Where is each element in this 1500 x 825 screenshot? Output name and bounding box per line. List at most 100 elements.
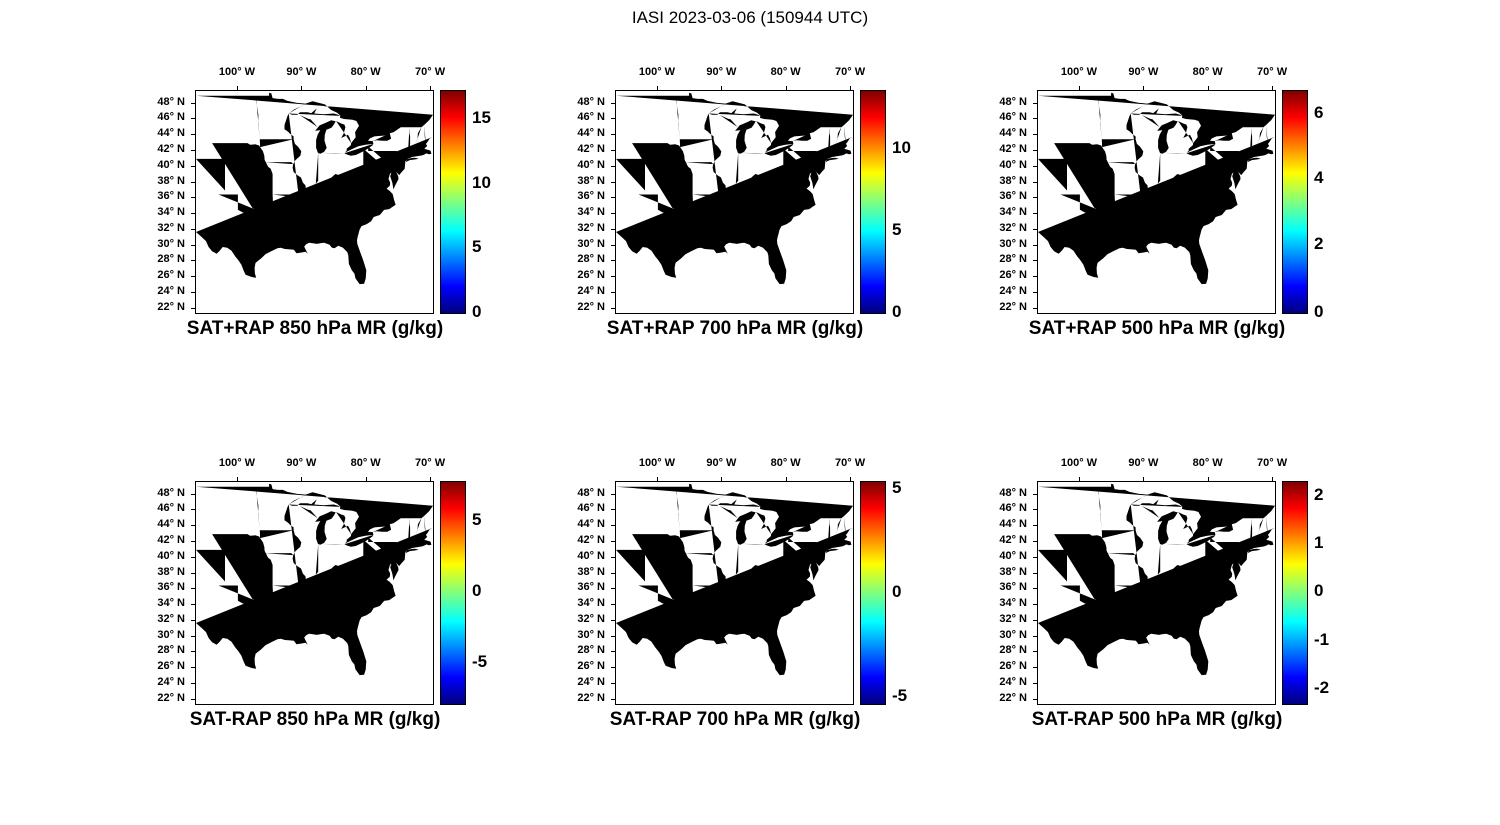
lat-tick-label: 44° N — [577, 518, 605, 531]
lat-tick-mark — [1033, 228, 1037, 230]
lat-tick-label: 38° N — [999, 174, 1027, 187]
lat-tick-mark — [191, 683, 195, 685]
lat-tick-mark — [611, 244, 615, 246]
lon-tick-label: 70° W — [415, 457, 446, 469]
colorbar-tick-label: 4 — [1314, 167, 1324, 187]
lat-tick-mark — [1033, 699, 1037, 700]
lat-tick-mark — [611, 102, 615, 104]
lat-tick-mark — [1033, 493, 1037, 495]
lon-tick-label: 70° W — [1257, 66, 1288, 78]
map-box — [195, 481, 434, 705]
us-states-map — [1038, 92, 1275, 285]
lat-tick-label: 44° N — [999, 127, 1027, 140]
lat-tick-label: 36° N — [157, 581, 185, 594]
lon-tick-mark — [850, 86, 852, 90]
lat-tick-mark — [1033, 509, 1037, 511]
lat-tick-label: 24° N — [577, 676, 605, 689]
lon-tick-mark — [1143, 477, 1145, 481]
lon-tick-label: 80° W — [1192, 457, 1223, 469]
panel-title: SAT+RAP 700 hPa MR (g/kg) — [606, 318, 864, 339]
lon-tick-mark — [1078, 477, 1080, 481]
lon-tick-mark — [236, 477, 238, 481]
colorbar — [1282, 90, 1308, 314]
lat-tick-mark — [191, 588, 195, 590]
lat-tick-mark — [611, 276, 615, 278]
map-box — [615, 481, 854, 705]
lon-tick-mark — [721, 86, 723, 90]
map-box — [1037, 481, 1276, 705]
lat-tick-mark — [191, 604, 195, 606]
lat-tick-mark — [1033, 213, 1037, 215]
lat-tick-mark — [1033, 276, 1037, 278]
map-box — [195, 90, 434, 314]
lat-tick-label: 40° N — [999, 158, 1027, 171]
colorbar-tick-label: 2 — [1314, 484, 1324, 504]
lat-tick-label: 26° N — [157, 660, 185, 673]
lon-tick-mark — [656, 477, 658, 481]
colorbar-tick-label: -2 — [1314, 677, 1330, 697]
lon-tick-mark — [301, 477, 303, 481]
lat-tick-mark — [1033, 540, 1037, 542]
lon-tick-label: 70° W — [415, 66, 446, 78]
lat-tick-mark — [191, 228, 195, 230]
lat-tick-mark — [191, 292, 195, 294]
lat-tick-label: 36° N — [999, 190, 1027, 203]
lat-tick-mark — [191, 540, 195, 542]
lon-tick-label: 70° W — [835, 66, 866, 78]
lat-tick-mark — [191, 197, 195, 199]
lat-tick-label: 34° N — [577, 206, 605, 219]
lon-tick-label: 90° W — [706, 457, 737, 469]
lat-tick-mark — [1033, 244, 1037, 246]
panel-title: SAT+RAP 850 hPa MR (g/kg) — [186, 318, 444, 339]
lat-tick-mark — [1033, 308, 1037, 309]
lat-tick-mark — [1033, 197, 1037, 199]
lat-tick-mark — [191, 699, 195, 700]
lat-tick-label: 26° N — [577, 660, 605, 673]
lat-tick-mark — [611, 228, 615, 230]
lat-tick-mark — [611, 149, 615, 151]
colorbar-tick-label: 0 — [892, 302, 902, 321]
panel-title: SAT-RAP 850 hPa MR (g/kg) — [189, 709, 441, 730]
lat-tick-label: 32° N — [577, 612, 605, 625]
lat-tick-mark — [1033, 525, 1037, 527]
lat-tick-label: 44° N — [999, 518, 1027, 531]
colorbar-tick-label: -5 — [892, 686, 908, 706]
lat-tick-mark — [611, 525, 615, 527]
panel-title: SAT+RAP 500 hPa MR (g/kg) — [1028, 318, 1286, 339]
colorbar-tick-label: 2 — [1314, 234, 1324, 254]
panel-title: SAT-RAP 700 hPa MR (g/kg) — [609, 709, 861, 730]
lat-tick-label: 44° N — [577, 127, 605, 140]
lat-tick-label: 40° N — [999, 549, 1027, 562]
lat-tick-mark — [611, 509, 615, 511]
lat-tick-mark — [611, 118, 615, 120]
lat-tick-label: 30° N — [157, 237, 185, 250]
lat-tick-label: 28° N — [577, 253, 605, 266]
lon-tick-mark — [721, 477, 723, 481]
lat-tick-label: 48° N — [577, 486, 605, 499]
lat-tick-mark — [1033, 651, 1037, 653]
map-box — [615, 90, 854, 314]
colorbar-tick-label: 5 — [472, 510, 482, 530]
lat-tick-label: 44° N — [157, 127, 185, 140]
lon-tick-mark — [236, 86, 238, 90]
lon-tick-mark — [365, 86, 367, 90]
lon-tick-label: 90° W — [706, 66, 737, 78]
colorbar-tick-label: 15 — [472, 107, 491, 127]
map-panel-sat-plus-rap-700: SAT+RAP 700 hPa MR (g/kg) 100° W 90° W 80°… — [555, 60, 940, 358]
lat-tick-mark — [611, 651, 615, 653]
lat-tick-mark — [611, 699, 615, 700]
map-box — [1037, 90, 1276, 314]
lat-tick-mark — [611, 540, 615, 542]
panel-title: SAT-RAP 500 hPa MR (g/kg) — [1031, 709, 1283, 730]
lon-tick-mark — [430, 477, 432, 481]
lat-tick-label: 28° N — [999, 644, 1027, 657]
us-states-map — [196, 92, 433, 285]
colorbar-tick-label: 0 — [472, 581, 482, 601]
lat-tick-mark — [1033, 134, 1037, 136]
us-states-map — [616, 92, 853, 285]
lat-tick-mark — [191, 509, 195, 511]
lat-tick-label: 34° N — [157, 597, 185, 610]
lon-tick-label: 100° W — [638, 66, 676, 78]
lat-tick-mark — [611, 292, 615, 294]
lat-tick-label: 28° N — [999, 253, 1027, 266]
